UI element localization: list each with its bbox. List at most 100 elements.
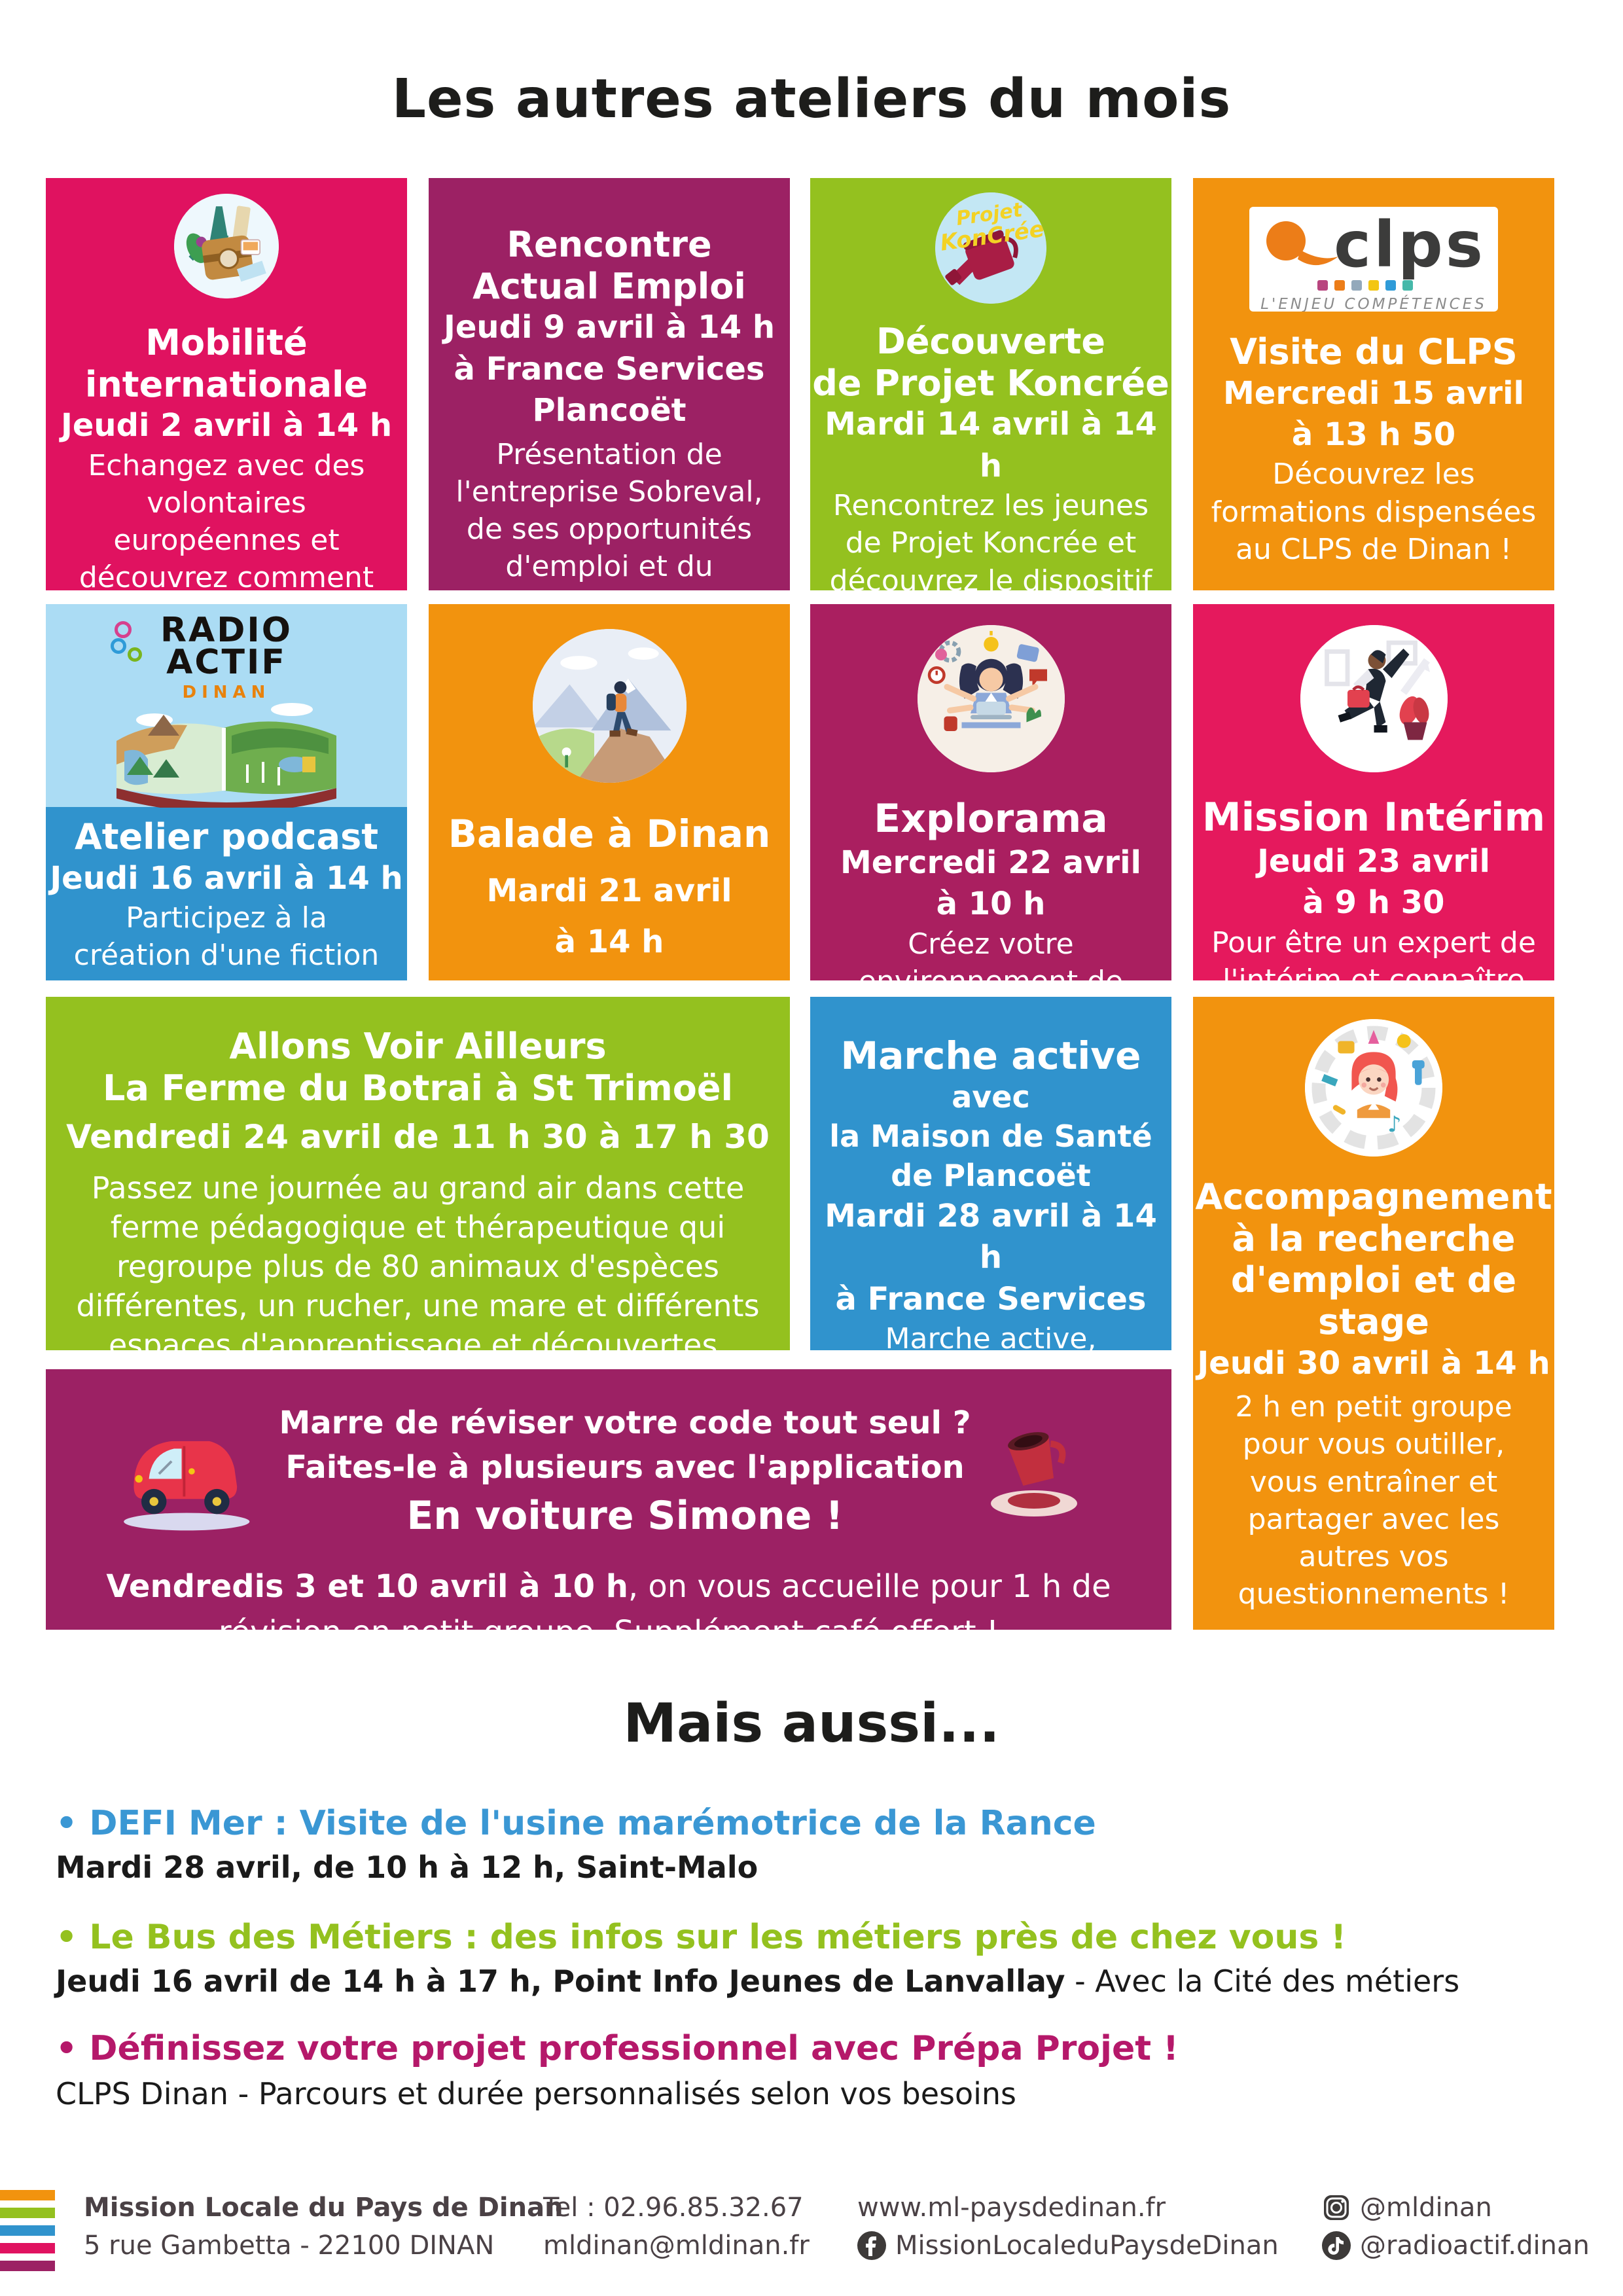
card-date: Jeudi 30 avril à 14 h bbox=[1197, 1344, 1550, 1382]
card-description: Rencontrez les jeunes de Projet Koncrée … bbox=[829, 489, 1152, 590]
footer-email[interactable]: mldinan@mldinan.fr bbox=[543, 2231, 810, 2261]
card-accompagnement-emploi-stage: ♪ Accompagnement à la recherche d'emploi… bbox=[1193, 997, 1554, 1630]
footer-phone: Tel : 02.96.85.32.67 bbox=[543, 2193, 804, 2223]
card-description: Créez votre environnement de travail idé… bbox=[859, 927, 1123, 980]
card-title-line: à la recherche bbox=[1232, 1217, 1516, 1259]
card-title: Explorama bbox=[874, 796, 1108, 842]
card-description: Découvrez les formations dispensées au C… bbox=[1211, 457, 1537, 566]
card-title-line: Actual Emploi bbox=[473, 265, 746, 307]
card-time: à 9 h 30 bbox=[1302, 884, 1445, 922]
radio-actif-logo-line: DINAN bbox=[182, 682, 271, 702]
card-title: Rencontre Actual Emploi bbox=[429, 224, 790, 307]
card-visite-clps: clps L'ENJEU COMPÉTENCES Visite du CLPS … bbox=[1193, 178, 1554, 590]
card-title-line: Rencontre bbox=[507, 224, 712, 265]
card-balade-a-dinan: Balade à Dinan Mardi 21 avril à 14 h bbox=[429, 604, 790, 980]
mobilite-illustration bbox=[174, 194, 279, 298]
card-title: Visite du CLPS bbox=[1230, 331, 1518, 372]
hiker-icon bbox=[532, 629, 687, 783]
card-title: Mission Intérim bbox=[1202, 795, 1546, 840]
clps-logo-tagline: L'ENJEU COMPÉTENCES bbox=[1260, 296, 1487, 312]
watering-can-icon bbox=[935, 192, 1046, 304]
footer-facebook-handle[interactable]: MissionLocaleduPaysdeDinan bbox=[895, 2231, 1279, 2261]
card-date: Mardi 21 avril bbox=[486, 872, 732, 910]
card-date: Mardi 14 avril à 14 h bbox=[825, 406, 1157, 484]
projet-koncree-logo: Projet KonCrée bbox=[935, 192, 1046, 304]
card-mission-interim: Mission Intérim Jeudi 23 avril à 9 h 30 … bbox=[1193, 604, 1554, 980]
card-time: à 14 h bbox=[554, 923, 664, 960]
card-title: Mobilité internationale bbox=[46, 322, 407, 405]
card-title-line: Découverte bbox=[876, 321, 1105, 362]
radio-actif-logo-line: ACTIF bbox=[166, 643, 287, 683]
card-line: la Maison de Santé bbox=[829, 1119, 1152, 1155]
card-title-line: stage bbox=[1318, 1301, 1429, 1343]
radio-actif-rings-icon bbox=[110, 619, 156, 675]
card-date: Mercredi 22 avril bbox=[840, 844, 1141, 881]
card-decouverte-projet-koncree: Projet KonCrée Découverte de Projet Konc… bbox=[810, 178, 1171, 590]
jumping-worker-icon bbox=[1300, 625, 1448, 772]
card-date: Vendredi 24 avril de 11 h 30 à 17 h 30 bbox=[66, 1118, 770, 1157]
card-date: Mercredi 15 avril bbox=[1223, 374, 1524, 412]
card-mobilite-internationale: Mobilité internationale Jeudi 2 avril à … bbox=[46, 178, 407, 590]
card-explorama: Explorama Mercredi 22 avril à 10 h Créez… bbox=[810, 604, 1171, 980]
card-date: Jeudi 16 avril à 14 h bbox=[50, 859, 403, 897]
open-book-illustration bbox=[116, 703, 336, 808]
hiker-illustration bbox=[532, 629, 687, 783]
card-title: Accompagnement à la recherche d'emploi e… bbox=[1193, 1176, 1554, 1343]
bullet-icon: • bbox=[56, 2029, 78, 2068]
card-title: Atelier podcast bbox=[74, 816, 379, 857]
card-description: Marche active, méditation et cohérence c… bbox=[885, 1321, 1097, 1350]
card-title-line: d'emploi et de bbox=[1230, 1259, 1517, 1301]
clps-logo: clps L'ENJEU COMPÉTENCES bbox=[1249, 207, 1498, 312]
card-line: de Plancoët bbox=[891, 1158, 1091, 1194]
multitasking-woman-icon bbox=[917, 625, 1065, 772]
card-place: à France Services bbox=[454, 350, 765, 387]
footer: Mission Locale du Pays de Dinan 5 rue Ga… bbox=[0, 2179, 1623, 2296]
card-description: Passez une journée au grand air dans cet… bbox=[76, 1170, 760, 1350]
card-title-line: de Projet Koncrée bbox=[812, 362, 1169, 404]
card-line: avec bbox=[952, 1079, 1030, 1115]
card-title: Découverte de Projet Koncrée bbox=[810, 321, 1171, 404]
footer-address: 5 rue Gambetta - 22100 DINAN bbox=[84, 2231, 495, 2261]
card-date: Jeudi 2 avril à 14 h bbox=[61, 407, 392, 444]
card-time: à 13 h 50 bbox=[1291, 416, 1456, 454]
card-date: Jeudi 9 avril à 14 h bbox=[444, 309, 775, 346]
footer-instagram-handle[interactable]: @mldinan bbox=[1360, 2193, 1492, 2223]
radio-actif-illustration: RADIO ACTIF DINAN bbox=[46, 604, 407, 808]
coffee-cup-icon bbox=[991, 1432, 1077, 1516]
section-title-mais-aussi: Mais aussi... bbox=[623, 1693, 1000, 1755]
instagram-icon bbox=[1324, 2195, 1349, 2220]
simone-title: En voiture Simone ! bbox=[406, 1493, 844, 1539]
card-place: Plancoët bbox=[532, 392, 687, 429]
card-place: à France Services bbox=[835, 1280, 1147, 1318]
clps-logo-squares bbox=[1317, 280, 1498, 291]
card-description: Participez à la création d'une fiction s… bbox=[73, 901, 380, 980]
mais-aussi-heading-bus-des-metiers: • Le Bus des Métiers : des infos sur les… bbox=[56, 1918, 1347, 1957]
bullet-icon: • bbox=[56, 1918, 78, 1957]
card-rencontre-actual-emploi: Rencontre Actual Emploi Jeudi 9 avril à … bbox=[429, 178, 790, 590]
card-atelier-podcast: RADIO ACTIF DINAN bbox=[46, 604, 407, 980]
page-title: Les autres ateliers du mois bbox=[391, 68, 1232, 130]
simone-line: Faites-le à plusieurs avec l'application bbox=[285, 1449, 965, 1486]
radio-actif-logo: RADIO ACTIF DINAN bbox=[110, 613, 293, 702]
card-title: Marche active bbox=[840, 1033, 1141, 1078]
card-title: Allons Voir Ailleurs bbox=[229, 1026, 607, 1067]
card-allons-voir-ailleurs: Allons Voir Ailleurs La Ferme du Botrai … bbox=[46, 997, 790, 1350]
card-date: Jeudi 23 avril bbox=[1257, 842, 1490, 880]
card-marche-active: Marche active avec la Maison de Santé de… bbox=[810, 997, 1171, 1350]
multitasking-illustration bbox=[917, 625, 1065, 772]
card-en-voiture-simone: Marre de réviser votre code tout seul ? … bbox=[46, 1369, 1171, 1630]
footer-website[interactable]: www.ml-paysdedinan.fr bbox=[857, 2193, 1166, 2223]
footer-org-name: Mission Locale du Pays de Dinan bbox=[84, 2193, 563, 2223]
tiktok-icon bbox=[1322, 2231, 1351, 2260]
clps-drop-icon bbox=[1266, 221, 1338, 266]
simone-line: Marre de réviser votre code tout seul ? bbox=[279, 1405, 971, 1441]
red-car-icon bbox=[124, 1441, 250, 1531]
facebook-icon bbox=[857, 2231, 886, 2260]
mais-aussi-detail-defi-mer: Mardi 28 avril, de 10 h à 12 h, Saint-Ma… bbox=[56, 1850, 758, 1885]
mais-aussi-detail-bus-des-metiers: Jeudi 16 avril de 14 h à 17 h, Point Inf… bbox=[56, 1964, 1460, 1999]
bullet-icon: • bbox=[56, 1804, 78, 1843]
card-subtitle: La Ferme du Botrai à St Trimoël bbox=[103, 1067, 733, 1109]
card-title-line: internationale bbox=[84, 363, 368, 405]
footer-tiktok-handle[interactable]: @radioactif.dinan bbox=[1360, 2231, 1590, 2261]
